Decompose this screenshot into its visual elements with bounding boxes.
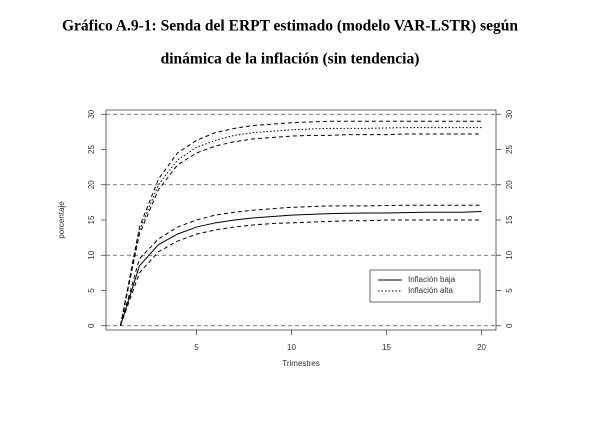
y-tick-label: 0 — [87, 323, 96, 328]
y2-tick-label: 25 — [505, 144, 514, 153]
y-axis-label: porcentaje — [57, 201, 66, 239]
legend-box — [369, 269, 481, 303]
y2-tick-label: 10 — [505, 250, 514, 259]
x-axis-label: Trimestres — [282, 359, 319, 368]
chart-title-line: Gráfico A.9-1: Senda del ERPT estimado (… — [62, 18, 518, 35]
y-tick-label: 20 — [87, 180, 96, 189]
chart-title-line: dinámica de la inflación (sin tendencia) — [161, 51, 420, 68]
y2-tick-label: 0 — [505, 323, 514, 328]
legend-label: Inflación alta — [408, 286, 453, 295]
x-tick-label: 20 — [477, 343, 486, 352]
series-line — [119, 204, 482, 326]
y2-tick-label: 20 — [505, 180, 514, 189]
series-line — [119, 133, 482, 326]
series-line — [119, 219, 482, 326]
legend-label: Inflación baja — [408, 275, 456, 284]
x-tick-label: 15 — [382, 343, 391, 352]
series-line — [119, 120, 482, 326]
series-line — [119, 127, 482, 326]
y2-tick-label: 15 — [505, 215, 514, 224]
y2-tick-label: 30 — [505, 109, 514, 118]
x-tick-label: 5 — [194, 343, 199, 352]
y-tick-label: 10 — [87, 250, 96, 259]
y-tick-label: 30 — [87, 109, 96, 118]
y2-tick-label: 5 — [505, 288, 514, 293]
x-tick-label: 10 — [287, 343, 296, 352]
y-tick-label: 5 — [87, 288, 96, 293]
y-tick-label: 25 — [87, 144, 96, 153]
series-line — [119, 211, 482, 326]
y-tick-label: 15 — [87, 215, 96, 224]
